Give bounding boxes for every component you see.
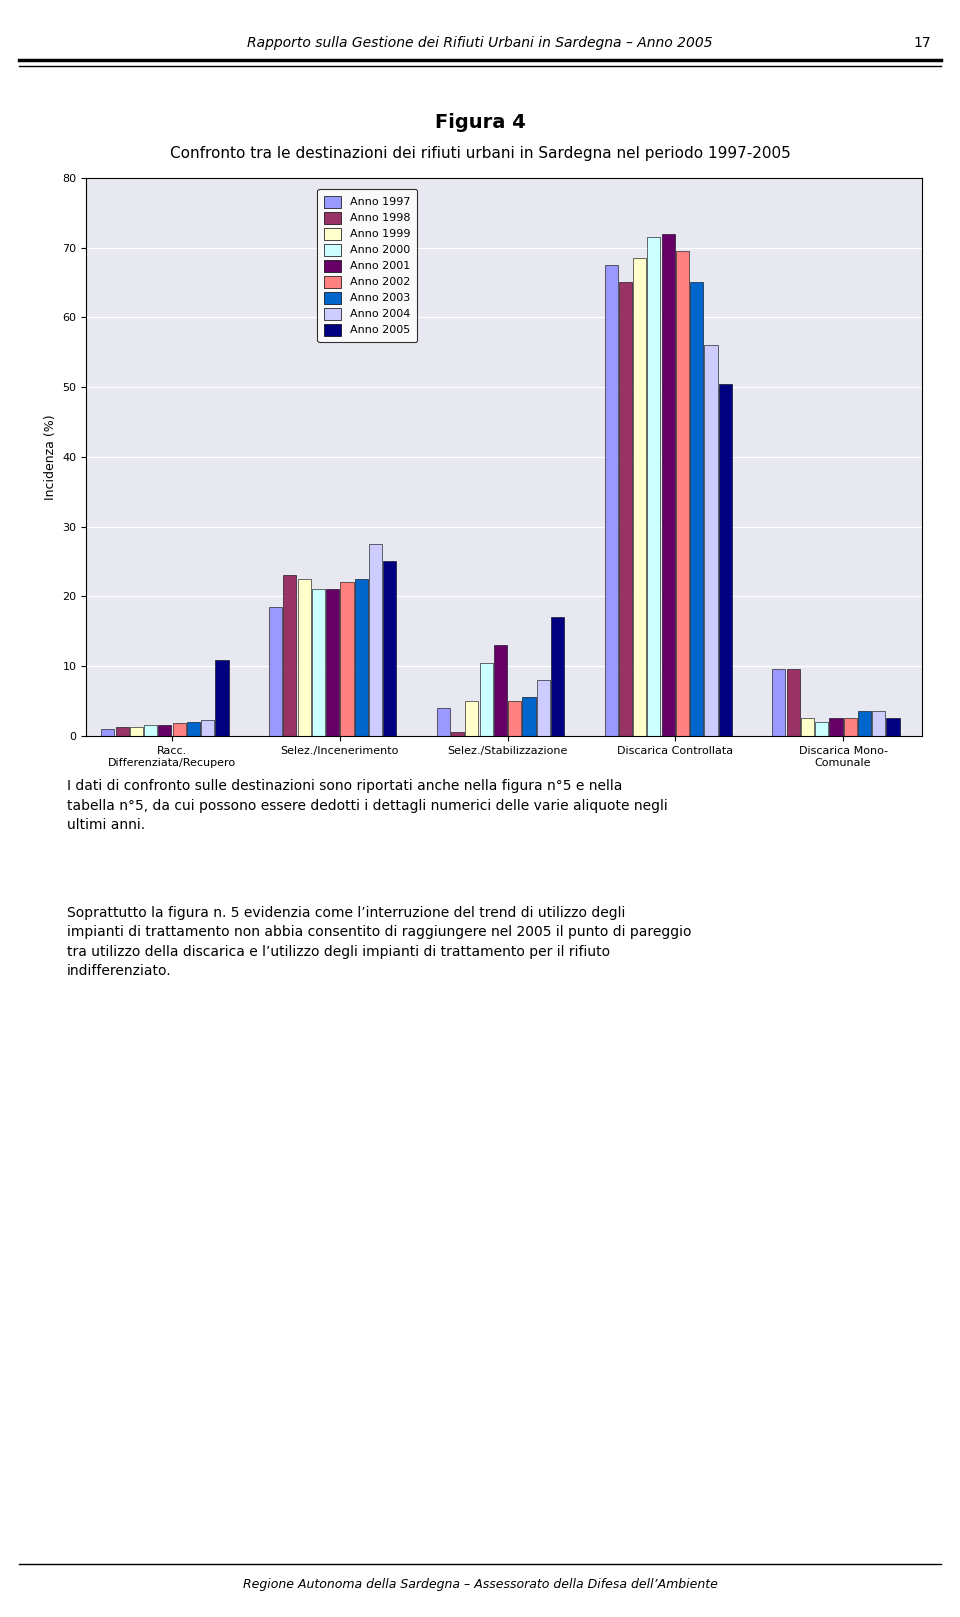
Text: Figura 4: Figura 4 — [435, 113, 525, 133]
Bar — [886, 718, 900, 736]
Text: Regione Autonoma della Sardegna – Assessorato della Difesa dell’Ambiente: Regione Autonoma della Sardegna – Assess… — [243, 1578, 717, 1591]
Bar — [493, 645, 507, 736]
Y-axis label: Incidenza (%): Incidenza (%) — [44, 414, 57, 500]
Bar — [269, 606, 282, 736]
Bar — [354, 579, 368, 736]
Text: 17: 17 — [914, 36, 931, 50]
Text: Soprattutto la figura n. 5 evidenzia come l’interruzione del trend di utilizzo d: Soprattutto la figura n. 5 evidenzia com… — [67, 906, 692, 978]
Bar — [215, 660, 228, 736]
Bar — [605, 265, 617, 736]
Bar — [369, 543, 382, 736]
Bar — [676, 251, 689, 736]
Bar — [619, 283, 632, 736]
Bar — [537, 679, 550, 736]
Bar — [508, 700, 521, 736]
Bar — [551, 618, 564, 736]
Bar — [187, 721, 200, 736]
Bar — [661, 233, 675, 736]
Bar — [480, 663, 492, 736]
Bar — [829, 718, 843, 736]
Text: Confronto tra le destinazioni dei rifiuti urbani in Sardegna nel periodo 1997-20: Confronto tra le destinazioni dei rifiut… — [170, 146, 790, 160]
Bar — [719, 383, 732, 736]
Bar — [341, 582, 353, 736]
Bar — [202, 721, 214, 736]
Bar — [130, 726, 143, 736]
Bar — [158, 724, 172, 736]
Bar — [522, 697, 536, 736]
Legend: Anno 1997, Anno 1998, Anno 1999, Anno 2000, Anno 2001, Anno 2002, Anno 2003, Ann: Anno 1997, Anno 1998, Anno 1999, Anno 20… — [318, 189, 417, 343]
Bar — [647, 238, 660, 736]
Bar — [173, 723, 186, 736]
Bar — [873, 711, 885, 736]
Bar — [466, 700, 478, 736]
Bar — [451, 733, 465, 736]
Bar — [705, 344, 717, 736]
Bar — [383, 561, 396, 736]
Bar — [690, 283, 704, 736]
Bar — [437, 708, 450, 736]
Bar — [298, 579, 311, 736]
Bar — [844, 718, 856, 736]
Bar — [326, 589, 339, 736]
Bar — [144, 726, 157, 736]
Bar — [115, 728, 129, 736]
Bar — [786, 669, 800, 736]
Text: I dati di confronto sulle destinazioni sono riportati anche nella figura n°5 e n: I dati di confronto sulle destinazioni s… — [67, 779, 668, 833]
Bar — [858, 711, 871, 736]
Bar — [283, 576, 297, 736]
Bar — [801, 718, 814, 736]
Bar — [101, 729, 114, 736]
Bar — [815, 721, 828, 736]
Text: Rapporto sulla Gestione dei Rifiuti Urbani in Sardegna – Anno 2005: Rapporto sulla Gestione dei Rifiuti Urba… — [247, 36, 713, 50]
Bar — [633, 259, 646, 736]
Bar — [772, 669, 785, 736]
Bar — [312, 589, 325, 736]
